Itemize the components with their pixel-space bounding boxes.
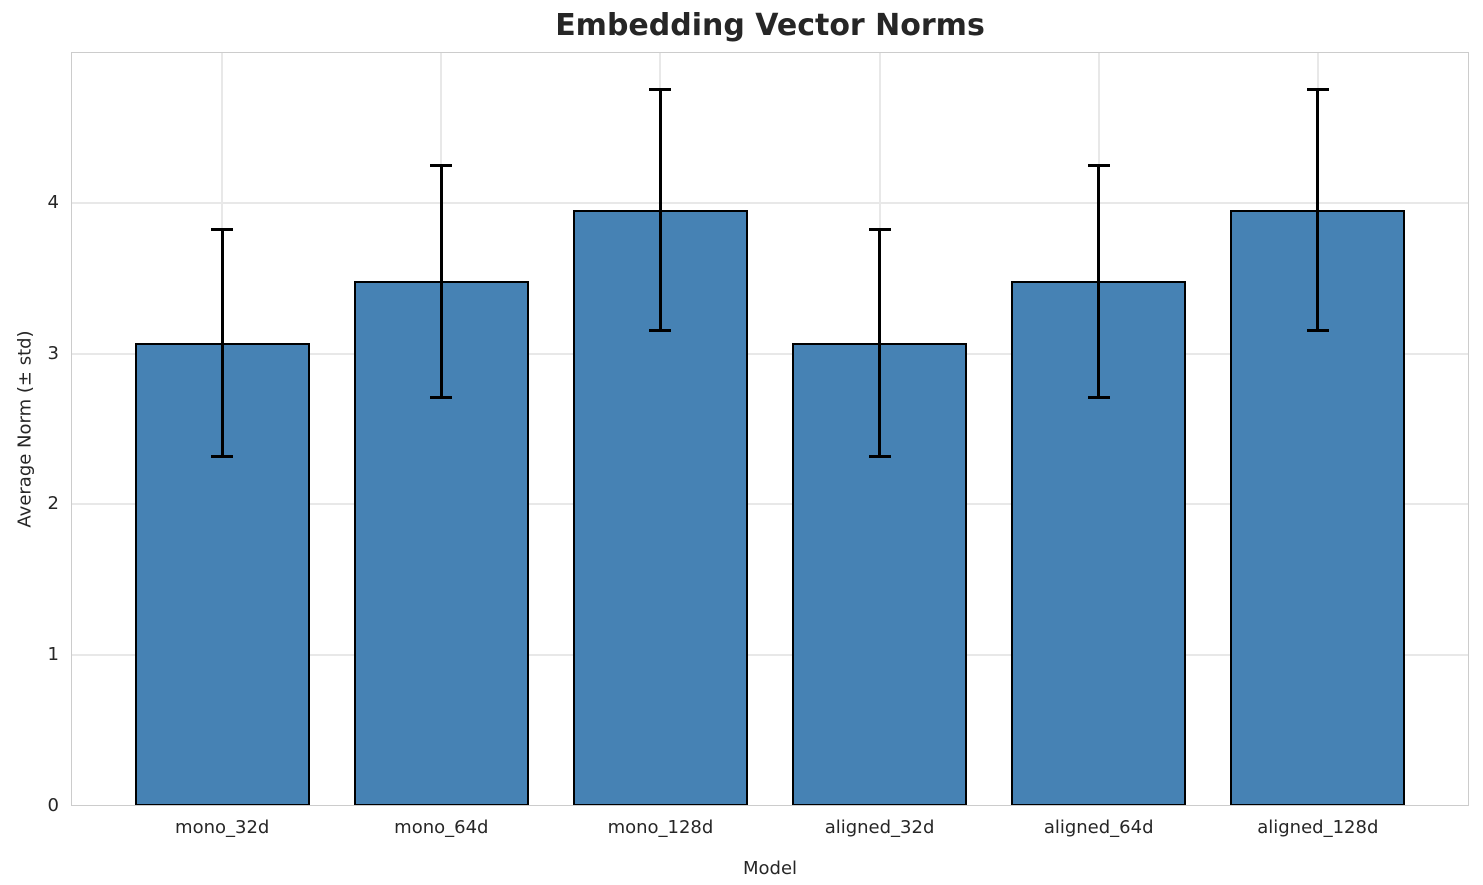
plot-area (71, 52, 1469, 806)
error-bar-line (1097, 165, 1101, 398)
x-tick-label-mono_128d: mono_128d (607, 817, 714, 838)
error-bar-cap-bottom (211, 454, 234, 458)
error-bar-line (878, 229, 882, 457)
error-bar-line (658, 89, 662, 331)
x-tick-label-aligned_64d: aligned_64d (1043, 817, 1154, 838)
chart-title: Embedding Vector Norms (555, 8, 985, 43)
y-gridline (71, 503, 1469, 506)
x-tick-label-mono_32d: mono_32d (175, 817, 270, 838)
error-bar-cap-top (430, 163, 453, 167)
error-bar-line (1316, 89, 1320, 331)
x-tick-label-aligned_32d: aligned_32d (824, 817, 935, 838)
y-tick-label: 3 (47, 342, 59, 364)
y-tick-label: 2 (47, 493, 59, 515)
y-gridline (71, 201, 1469, 204)
y-tick-label: 1 (47, 644, 59, 666)
y-tick-label: 4 (47, 191, 59, 213)
error-bar-cap-top (649, 88, 672, 92)
error-bar-cap-top (1087, 163, 1110, 167)
x-axis-label: Model (742, 858, 798, 879)
error-bar-cap-top (211, 228, 234, 232)
error-bar-cap-bottom (1087, 395, 1110, 399)
error-bar-line (439, 165, 443, 398)
y-gridline (71, 654, 1469, 657)
x-tick-label-mono_64d: mono_64d (394, 817, 489, 838)
error-bar-cap-bottom (649, 329, 672, 333)
error-bar-cap-top (1306, 88, 1329, 92)
error-bar-line (220, 229, 224, 457)
y-tick-label: 0 (47, 795, 59, 816)
x-tick-label-aligned_128d: aligned_128d (1257, 817, 1379, 838)
error-bar-cap-bottom (430, 395, 453, 399)
y-gridline (71, 352, 1469, 355)
error-bar-cap-bottom (868, 454, 891, 458)
error-bar-cap-bottom (1306, 329, 1329, 333)
error-bar-cap-top (868, 228, 891, 232)
